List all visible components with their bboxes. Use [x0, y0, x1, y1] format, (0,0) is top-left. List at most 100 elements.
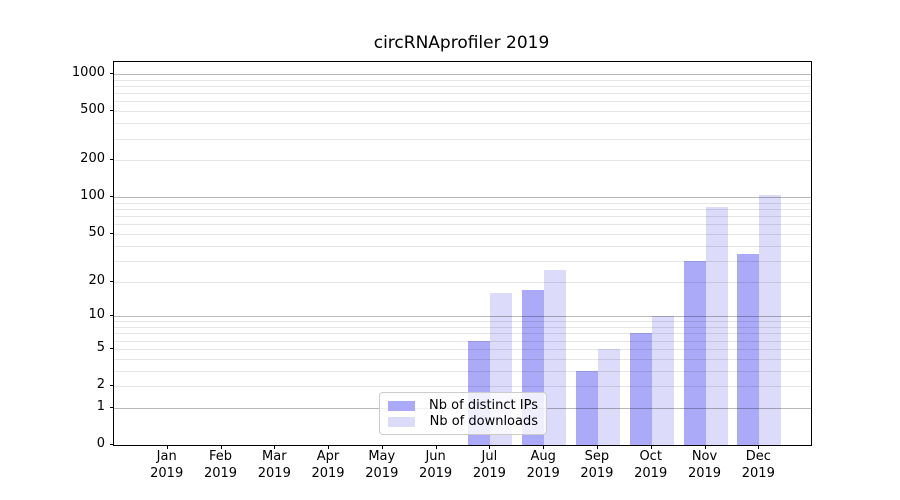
- x-tick-label-may: May 2019: [350, 449, 414, 482]
- y-tick-label-5: 5: [96, 339, 105, 355]
- bar-distinct-ips-dec: [737, 254, 760, 445]
- x-tick-month: Feb: [208, 449, 233, 464]
- grid-line-minor-900: [114, 79, 811, 81]
- grid-line-minor-4: [114, 358, 811, 360]
- x-tick-label-nov: Nov 2019: [673, 449, 737, 482]
- bar-downloads-sep: [597, 348, 620, 445]
- grid-line-major-1000: [114, 74, 811, 75]
- x-tick-mark-jun: [435, 445, 437, 449]
- grid-line-minor-50: [114, 233, 811, 235]
- x-tick-month: Nov: [691, 449, 718, 464]
- y-tick-mark-50: [110, 232, 114, 234]
- grid-line-minor-8: [114, 327, 811, 328]
- x-tick-mark-aug: [543, 445, 545, 449]
- grid-line-minor-20: [114, 281, 811, 283]
- x-tick-mark-feb: [220, 445, 222, 449]
- x-tick-label-aug: Aug 2019: [511, 449, 575, 482]
- y-tick-label-100: 100: [80, 188, 105, 204]
- legend-label-distinct-ips: Nb of distinct IPs: [429, 398, 538, 413]
- y-tick-label-50: 50: [88, 224, 105, 240]
- x-tick-year: 2019: [365, 465, 399, 481]
- y-tick-mark-0: [110, 444, 114, 445]
- x-tick-month: Oct: [639, 449, 662, 464]
- bar-downloads-nov: [705, 207, 728, 445]
- legend-item-downloads: Nb of downloads: [388, 414, 538, 429]
- x-tick-month: Jan: [156, 449, 177, 464]
- x-tick-month: Aug: [530, 449, 556, 464]
- x-tick-mark-may: [381, 445, 383, 449]
- grid-line-minor-5: [114, 348, 811, 350]
- legend-item-distinct-ips: Nb of distinct IPs: [388, 398, 538, 413]
- bar-downloads-aug: [544, 270, 567, 445]
- x-tick-month: Sep: [584, 449, 610, 464]
- x-tick-year: 2019: [741, 465, 775, 481]
- plot-area: [113, 61, 812, 446]
- bar-distinct-ips-oct: [629, 333, 652, 445]
- grid-line-minor-300: [114, 138, 811, 140]
- y-tick-label-1: 1: [96, 398, 105, 414]
- x-tick-mark-mar: [274, 445, 276, 449]
- y-tick-mark-2: [110, 385, 114, 386]
- grid-line-minor-500: [114, 111, 811, 113]
- y-tick-mark-10: [110, 315, 114, 317]
- grid-line-minor-40: [114, 245, 811, 247]
- x-tick-label-sep: Sep 2019: [565, 449, 629, 482]
- grid-line-minor-6: [114, 340, 811, 342]
- grid-line-minor-3: [114, 370, 811, 372]
- grid-line-minor-2: [114, 386, 811, 387]
- grid-line-minor-70: [114, 216, 811, 218]
- grid-line-minor-7: [114, 333, 811, 335]
- x-tick-mark-oct: [650, 445, 652, 449]
- grid-line-minor-200: [114, 160, 811, 162]
- x-tick-mark-dec: [758, 445, 760, 449]
- y-tick-label-500: 500: [80, 102, 105, 118]
- grid-line-minor-600: [114, 101, 811, 103]
- legend-label-downloads: Nb of downloads: [429, 414, 538, 429]
- bar-distinct-ips-sep: [575, 370, 598, 445]
- grid-line-major-10: [114, 316, 811, 318]
- bar-downloads-dec: [759, 194, 782, 445]
- x-tick-month: Jun: [425, 449, 446, 464]
- y-tick-label-0: 0: [96, 436, 105, 451]
- grid-line-minor-400: [114, 123, 811, 125]
- x-tick-year: 2019: [580, 465, 614, 481]
- x-tick-month: Apr: [316, 449, 340, 464]
- x-tick-year: 2019: [526, 465, 560, 481]
- y-tick-mark-1: [110, 406, 114, 408]
- x-tick-label-oct: Oct 2019: [619, 449, 683, 482]
- x-tick-month: Jul: [481, 449, 498, 464]
- y-tick-label-10: 10: [88, 307, 105, 323]
- x-tick-year: 2019: [150, 465, 184, 481]
- bar-distinct-ips-nov: [683, 260, 706, 445]
- x-tick-year: 2019: [634, 465, 668, 481]
- x-tick-mark-apr: [328, 445, 329, 449]
- legend-swatch-downloads: [388, 416, 415, 427]
- x-tick-month: Mar: [262, 449, 287, 464]
- grid-line-major-100: [114, 197, 811, 199]
- grid-line-minor-80: [114, 209, 811, 210]
- x-tick-year: 2019: [687, 465, 722, 481]
- y-tick-mark-20: [110, 280, 114, 282]
- x-tick-year: 2019: [311, 465, 345, 481]
- x-tick-label-jun: Jun 2019: [404, 449, 468, 482]
- y-tick-label-200: 200: [80, 151, 105, 167]
- x-tick-label-dec: Dec 2019: [726, 449, 790, 482]
- x-tick-month: Dec: [745, 449, 771, 464]
- x-tick-mark-sep: [596, 445, 598, 449]
- grid-line-minor-700: [114, 93, 811, 95]
- x-tick-year: 2019: [472, 465, 506, 481]
- x-tick-mark-jul: [489, 445, 491, 449]
- x-tick-year: 2019: [419, 465, 453, 481]
- x-tick-mark-nov: [704, 445, 706, 449]
- grid-line-minor-800: [114, 85, 811, 87]
- chart-title: circRNAprofiler 2019: [373, 33, 550, 53]
- y-tick-label-20: 20: [88, 272, 105, 288]
- x-tick-month: May: [368, 449, 396, 464]
- legend: Nb of distinct IPs Nb of downloads: [379, 392, 547, 435]
- x-tick-label-jan: Jan 2019: [135, 449, 199, 482]
- grid-line-minor-9: [114, 321, 811, 323]
- grid-line-minor-60: [114, 224, 811, 226]
- x-tick-label-apr: Apr 2019: [296, 449, 360, 482]
- x-tick-mark-jan: [166, 445, 168, 449]
